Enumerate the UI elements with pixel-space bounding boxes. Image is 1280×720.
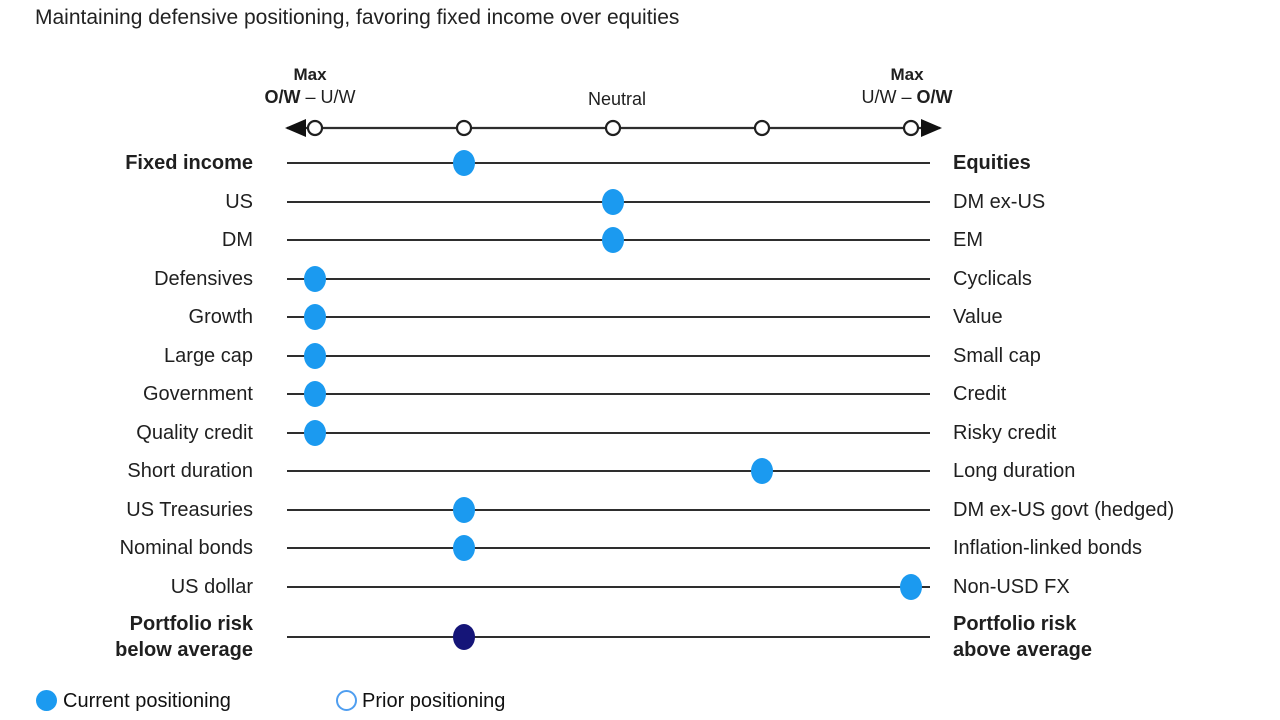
row-right-label: Cyclicals <box>953 267 1032 290</box>
row-track-line <box>287 547 930 549</box>
axis-header-left-uw: – U/W <box>300 87 356 107</box>
row-right-label: Risky credit <box>953 421 1057 444</box>
row-right-label: Value <box>953 306 1003 328</box>
row-left-label: DM <box>221 229 253 251</box>
row-left-label: US <box>225 190 253 213</box>
row-track-line <box>287 508 930 511</box>
row-track-line <box>287 585 930 588</box>
legend-current-label: Current positioning <box>63 690 231 712</box>
row-left-label: Nominal bonds <box>119 537 253 559</box>
current-positioning-dot <box>602 227 624 253</box>
row-right-label: Equities <box>953 152 1031 174</box>
row-left-label: Large cap <box>164 344 253 367</box>
current-positioning-dot <box>900 573 922 600</box>
current-positioning-dot <box>751 458 773 484</box>
current-positioning-dot <box>304 419 326 446</box>
axis-tick-circle <box>902 119 920 137</box>
axis-header-left: Max O/W – U/W <box>230 63 390 109</box>
current-positioning-dot <box>304 265 326 292</box>
axis-header-right-ow: O/W <box>916 87 953 107</box>
axis-tick-circle <box>455 119 473 137</box>
row-right-label: Portfolio risk above average <box>953 613 1092 661</box>
legend-prior-label: Prior positioning <box>362 690 506 712</box>
current-positioning-dot <box>304 342 326 369</box>
legend-current-dot-icon <box>36 690 57 711</box>
axis-header-left-scale: O/W – U/W <box>230 86 390 109</box>
current-positioning-dot <box>304 381 326 407</box>
row-left-label: Fixed income <box>125 152 253 174</box>
row-track-line <box>287 470 930 472</box>
row-track-line <box>287 431 930 434</box>
chart-title: Maintaining defensive positioning, favor… <box>35 6 680 29</box>
row-right-label: Inflation-linked bonds <box>953 537 1143 559</box>
row-right-label: Small cap <box>953 344 1041 367</box>
axis-header-left-max: Max <box>293 65 327 84</box>
axis-arrow-right-icon <box>921 119 942 137</box>
axis-header-neutral: Neutral <box>587 89 647 109</box>
row-track-line <box>287 277 930 280</box>
axis-header-right: Max U/W – O/W <box>827 63 987 109</box>
row-left-label: US Treasuries <box>126 498 253 521</box>
current-positioning-dot <box>453 496 475 523</box>
axis-arrow-left-icon <box>285 119 306 137</box>
row-left-label: Growth <box>188 306 253 328</box>
current-positioning-dot <box>304 304 326 330</box>
row-left-label: Government <box>142 383 253 405</box>
row-track-line <box>287 354 930 357</box>
axis-header-right-scale: U/W – O/W <box>827 86 987 109</box>
row-left-label: Quality credit <box>136 421 253 444</box>
axis-tick-circle <box>753 119 771 137</box>
legend-prior-circle-icon <box>336 690 357 711</box>
row-track-line <box>287 316 930 318</box>
axis-header-right-uw: U/W – <box>861 87 917 107</box>
row-track-line <box>287 162 930 164</box>
row-track-line <box>287 393 930 395</box>
row-right-label: EM <box>953 229 983 251</box>
axis-header-right-max: Max <box>890 65 924 84</box>
axis-tick-circle <box>604 119 622 137</box>
row-right-label: DM ex-US govt (hedged) <box>953 498 1175 521</box>
row-left-label: Portfolio risk below average <box>115 613 253 661</box>
row-right-label: DM ex-US <box>953 190 1046 213</box>
row-right-label: Non-USD FX <box>953 575 1070 598</box>
axis-scale <box>285 119 942 137</box>
row-left-label: Defensives <box>154 267 253 290</box>
row-right-label: Long duration <box>953 460 1076 482</box>
axis-header-left-ow: O/W <box>264 87 301 107</box>
row-right-label: Credit <box>953 383 1007 405</box>
row-track-line <box>287 636 930 638</box>
current-positioning-dot <box>453 150 475 176</box>
current-positioning-dot <box>602 188 624 215</box>
current-positioning-dot <box>453 535 475 561</box>
axis-tick-circle <box>306 119 324 137</box>
portfolio-risk-dot <box>453 624 475 650</box>
row-left-label: Short duration <box>127 460 253 482</box>
row-left-label: US dollar <box>170 575 253 598</box>
